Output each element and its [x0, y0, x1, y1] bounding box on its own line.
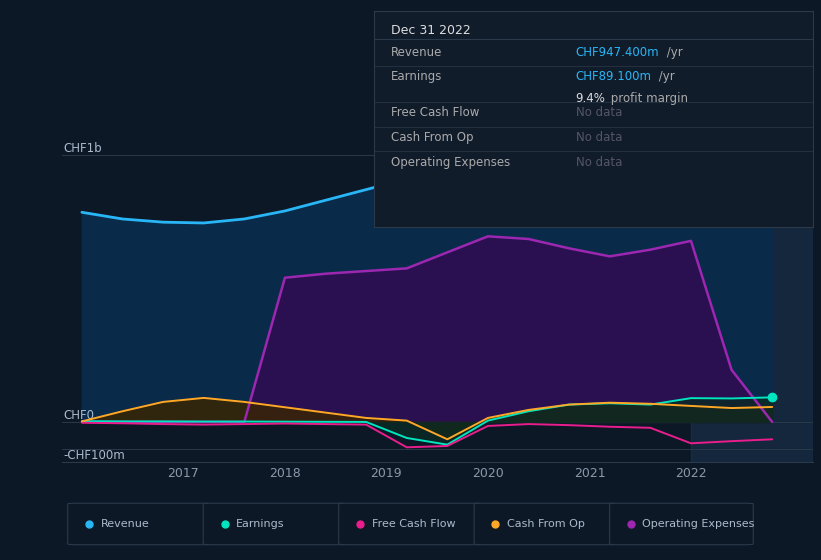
Text: Revenue: Revenue	[391, 46, 443, 59]
Text: Cash From Op: Cash From Op	[391, 131, 474, 144]
Text: CHF1b: CHF1b	[63, 142, 103, 155]
Text: profit margin: profit margin	[608, 92, 688, 105]
Text: No data: No data	[576, 131, 622, 144]
Text: -CHF100m: -CHF100m	[63, 449, 126, 461]
Text: Free Cash Flow: Free Cash Flow	[372, 519, 455, 529]
FancyBboxPatch shape	[609, 503, 754, 545]
Text: No data: No data	[576, 106, 622, 119]
FancyBboxPatch shape	[67, 503, 212, 545]
Bar	[691, 115, 813, 462]
Text: Free Cash Flow: Free Cash Flow	[391, 106, 479, 119]
Text: CHF0: CHF0	[63, 409, 94, 422]
FancyBboxPatch shape	[338, 503, 482, 545]
Text: Dec 31 2022: Dec 31 2022	[391, 24, 471, 37]
Text: Operating Expenses: Operating Expenses	[391, 156, 511, 169]
Text: Earnings: Earnings	[391, 71, 443, 83]
FancyBboxPatch shape	[203, 503, 346, 545]
Text: /yr: /yr	[654, 71, 674, 83]
Text: CHF89.100m: CHF89.100m	[576, 71, 652, 83]
Text: No data: No data	[576, 156, 622, 169]
Text: Revenue: Revenue	[100, 519, 149, 529]
FancyBboxPatch shape	[475, 503, 617, 545]
Text: Earnings: Earnings	[236, 519, 285, 529]
Text: Cash From Op: Cash From Op	[507, 519, 585, 529]
Text: 9.4%: 9.4%	[576, 92, 605, 105]
Text: CHF947.400m: CHF947.400m	[576, 46, 659, 59]
Text: /yr: /yr	[663, 46, 682, 59]
Text: Operating Expenses: Operating Expenses	[643, 519, 754, 529]
